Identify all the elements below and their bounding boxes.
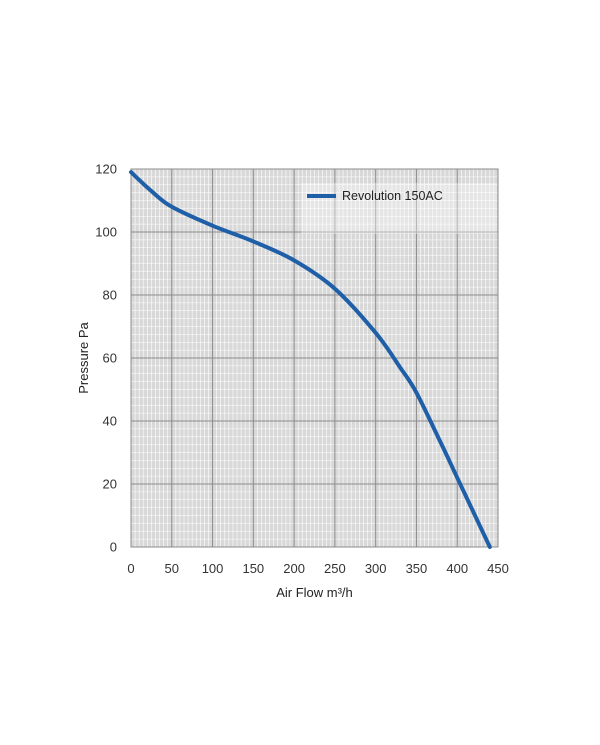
plot-frame [130, 168, 499, 548]
y-tick-label: 40 [103, 414, 117, 429]
x-axis-title: Air Flow m³/h [276, 585, 353, 600]
x-tick-label: 350 [406, 561, 428, 576]
y-tick-label: 120 [95, 162, 117, 177]
x-tick-label: 450 [487, 561, 509, 576]
legend-box [301, 183, 497, 234]
legend-label: Revolution 150AC [342, 189, 443, 203]
series-line [129, 170, 492, 549]
series-layer [129, 170, 492, 549]
y-tick-label: 100 [95, 225, 117, 240]
y-tick-label: 80 [103, 288, 117, 303]
x-tick-label: 300 [365, 561, 387, 576]
x-tick-label: 200 [283, 561, 305, 576]
x-tick-label: 100 [202, 561, 224, 576]
y-tick-label: 20 [103, 477, 117, 492]
y-axis-title: Pressure Pa [76, 321, 91, 393]
x-axis-tick-labels: 0 50 100 150 200 250 300 350 400 450 [127, 561, 508, 576]
x-tick-label: 50 [165, 561, 179, 576]
y-axis-tick-labels: 0 20 40 60 80 100 120 [95, 162, 117, 555]
x-tick-label: 250 [324, 561, 346, 576]
x-tick-label: 150 [242, 561, 264, 576]
y-tick-label: 60 [103, 351, 117, 366]
legend: Revolution 150AC [301, 183, 497, 234]
y-tick-label: 0 [110, 540, 117, 555]
x-tick-label: 0 [127, 561, 134, 576]
x-tick-label: 400 [446, 561, 468, 576]
